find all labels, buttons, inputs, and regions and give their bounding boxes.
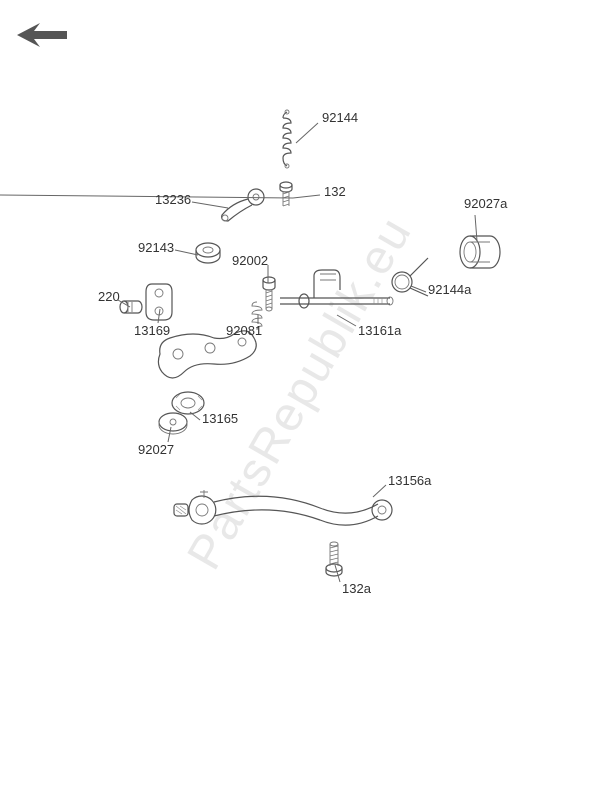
callout-220: 220 [98, 289, 120, 304]
callout-13156a: 13156a [388, 473, 431, 488]
callout-92027a: 92027a [464, 196, 507, 211]
callout-13165: 13165 [202, 411, 238, 426]
callout-92144a: 92144a [428, 282, 471, 297]
callout-13236: 13236 [155, 192, 191, 207]
callout-92144: 92144 [322, 110, 358, 125]
callout-92143: 92143 [138, 240, 174, 255]
callout-132: 132 [324, 184, 346, 199]
callout-13169: 13169 [134, 323, 170, 338]
callout-92027: 92027 [138, 442, 174, 457]
callout-13161a: 13161a [358, 323, 401, 338]
leader-lines [0, 0, 600, 785]
callout-92081: 92081 [226, 323, 262, 338]
callout-92002: 92002 [232, 253, 268, 268]
exploded-parts-diagram: PartsRepublik.eu [0, 0, 600, 785]
callout-132a: 132a [342, 581, 371, 596]
